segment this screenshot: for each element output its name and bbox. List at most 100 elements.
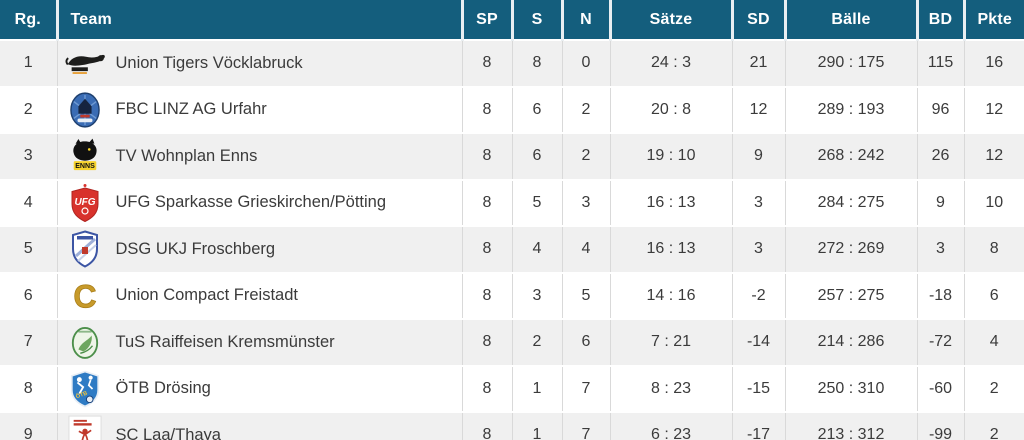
table-row: 1 Union Tigers Vöcklabruck 8 <box>0 40 1024 88</box>
logo-freistadt-letter: C <box>73 279 96 313</box>
team-name: DSG UKJ Froschberg <box>115 239 276 258</box>
column-header-n: N <box>562 0 612 41</box>
cell-team: ÖTB ÖTB Drösing <box>57 365 463 413</box>
cell-rank: 4 <box>0 179 58 227</box>
team-name: SC Laa/Thaya <box>115 425 221 440</box>
team-name: Union Tigers Vöcklabruck <box>115 53 303 72</box>
cell-n: 6 <box>562 319 611 367</box>
cell-pkte: 16 <box>964 40 1024 88</box>
table-row: 4 UFG UFG Sparkasse Grieskirchen/Pötting… <box>0 179 1024 227</box>
cell-pkte: 8 <box>964 226 1024 274</box>
cell-baelle: 284 : 275 <box>785 179 918 227</box>
cell-saetze: 6 : 23 <box>610 412 733 440</box>
cell-pkte: 12 <box>964 86 1024 134</box>
cell-s: 3 <box>512 272 563 320</box>
cell-n: 5 <box>562 272 611 320</box>
cell-bd: 9 <box>917 179 965 227</box>
cell-pkte: 10 <box>964 179 1024 227</box>
logo-oetb-text: ÖTB <box>74 389 88 400</box>
cell-sd: -2 <box>732 272 786 320</box>
cell-baelle: 290 : 175 <box>785 40 918 88</box>
cell-baelle: 257 : 275 <box>785 272 918 320</box>
cell-baelle: 289 : 193 <box>785 86 918 134</box>
cell-rank: 3 <box>0 133 58 181</box>
cell-baelle: 268 : 242 <box>785 133 918 181</box>
cell-n: 2 <box>562 86 611 134</box>
table-row: 8 ÖTB ÖTB Drösing <box>0 365 1024 413</box>
cell-saetze: 24 : 3 <box>610 40 733 88</box>
cell-sp: 8 <box>462 133 513 181</box>
cell-bd: 26 <box>917 133 965 181</box>
team-name: TV Wohnplan Enns <box>115 146 258 165</box>
table-row: 5 DSG UKJ Froschberg 8 <box>0 226 1024 274</box>
cell-baelle: 250 : 310 <box>785 365 918 413</box>
cell-bd: -72 <box>917 319 965 367</box>
column-header-saetze: Sätze <box>610 0 734 41</box>
team-name: TuS Raiffeisen Kremsmünster <box>115 332 335 351</box>
cell-saetze: 16 : 13 <box>610 179 733 227</box>
table-body: 1 Union Tigers Vöcklabruck 8 <box>0 40 1024 440</box>
cell-sd: -17 <box>732 412 786 440</box>
cell-saetze: 14 : 16 <box>610 272 733 320</box>
cell-pkte: 4 <box>964 319 1024 367</box>
cell-sd: 12 <box>732 86 786 134</box>
table-row: 3 ENNS TV Wohnplan Enns <box>0 133 1024 181</box>
cell-s: 8 <box>512 40 563 88</box>
cell-saetze: 20 : 8 <box>610 86 733 134</box>
cell-sd: -14 <box>732 319 786 367</box>
cell-pkte: 12 <box>964 133 1024 181</box>
logo-ufg-text: UFG <box>74 197 95 208</box>
cell-sp: 8 <box>462 179 513 227</box>
cell-bd: -99 <box>917 412 965 440</box>
cell-saetze: 7 : 21 <box>610 319 733 367</box>
cell-rank: 9 <box>0 412 58 440</box>
cell-rank: 5 <box>0 226 58 274</box>
logo-enns-text: ENNS <box>75 163 95 170</box>
table-row: 6 C Union Compact Freistadt 8 3 5 14 : 1… <box>0 272 1024 320</box>
header-row: Rg. Team SP S N Sätze SD Bälle BD Pkte <box>0 0 1024 41</box>
cell-n: 4 <box>562 226 611 274</box>
cell-team: FBC LINZ AG Urfahr <box>57 86 463 134</box>
table-row: 9 SC Laa/Thaya <box>0 412 1024 440</box>
cell-sp: 8 <box>462 365 513 413</box>
column-header-rank: Rg. <box>0 0 59 41</box>
cell-s: 2 <box>512 319 563 367</box>
cell-s: 4 <box>512 226 563 274</box>
cell-rank: 6 <box>0 272 58 320</box>
cell-bd: -18 <box>917 272 965 320</box>
team-name: UFG Sparkasse Grieskirchen/Pötting <box>115 193 387 212</box>
team-name: FBC LINZ AG Urfahr <box>115 100 267 119</box>
cell-rank: 1 <box>0 40 58 88</box>
cell-bd: 115 <box>917 40 965 88</box>
table-row: 7 TuS Raiffeisen Kremsmünster 8 2 <box>0 319 1024 367</box>
cell-rank: 7 <box>0 319 58 367</box>
cell-pkte: 2 <box>964 412 1024 440</box>
cell-team: TuS Raiffeisen Kremsmünster <box>57 319 463 367</box>
column-header-sp: SP <box>462 0 514 41</box>
cell-s: 6 <box>512 133 563 181</box>
cell-bd: 96 <box>917 86 965 134</box>
logo-tv-wohnplan-enns: ENNS <box>63 135 107 177</box>
team-name: ÖTB Drösing <box>115 379 211 398</box>
cell-s: 5 <box>512 179 563 227</box>
cell-sp: 8 <box>462 272 513 320</box>
logo-fbc-linz-urfahr <box>63 89 107 131</box>
column-header-baelle: Bälle <box>785 0 919 41</box>
cell-sd: 3 <box>732 179 786 227</box>
cell-team: ENNS TV Wohnplan Enns <box>57 133 463 181</box>
cell-n: 7 <box>562 412 611 440</box>
cell-n: 0 <box>562 40 611 88</box>
team-name: Union Compact Freistadt <box>115 286 299 305</box>
cell-sp: 8 <box>462 319 513 367</box>
cell-saetze: 8 : 23 <box>610 365 733 413</box>
column-header-team: Team <box>57 0 464 41</box>
cell-team: UFG UFG Sparkasse Grieskirchen/Pötting <box>57 179 463 227</box>
cell-baelle: 214 : 286 <box>785 319 918 367</box>
column-header-s: S <box>512 0 564 41</box>
cell-bd: 3 <box>917 226 965 274</box>
logo-union-tigers-voecklabruck <box>63 42 107 84</box>
cell-team: Union Tigers Vöcklabruck <box>57 40 463 88</box>
cell-n: 7 <box>562 365 611 413</box>
table-header: Rg. Team SP S N Sätze SD Bälle BD Pkte <box>0 0 1024 41</box>
